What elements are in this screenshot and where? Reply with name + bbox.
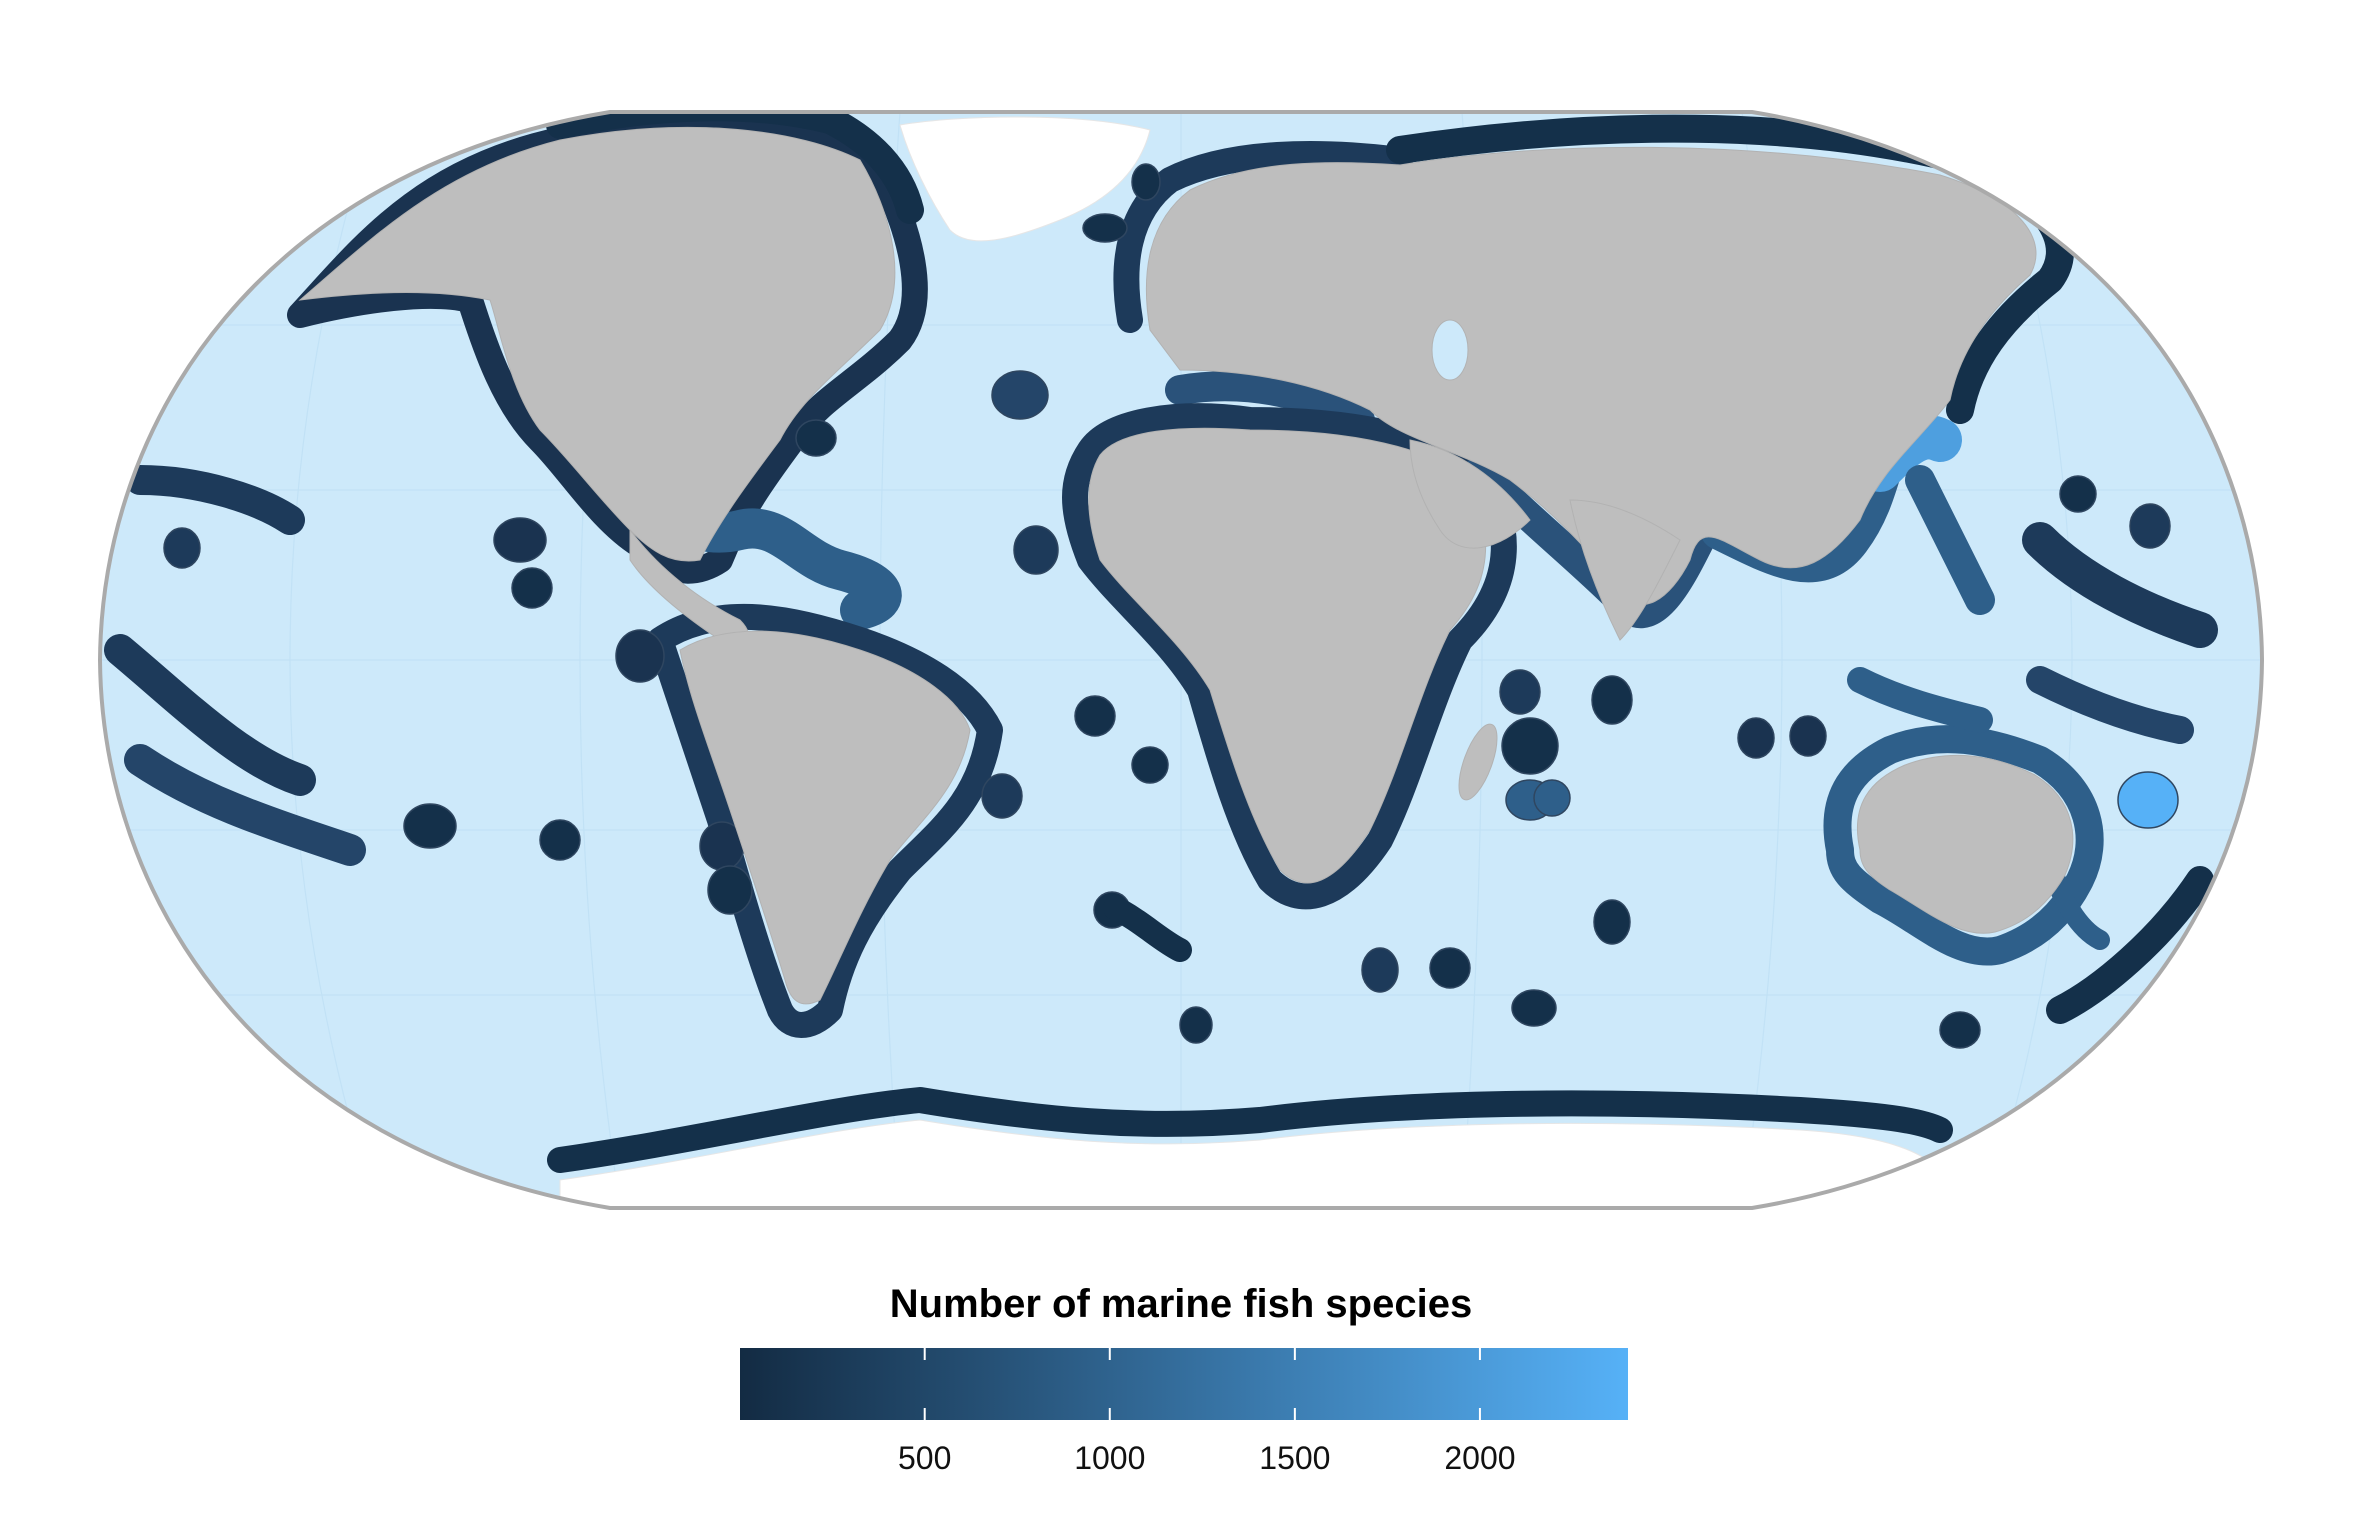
legend-tick-labels: 500 1000 1500 2000 [740, 1440, 1628, 1490]
legend-tick-label: 1000 [1074, 1440, 1146, 1476]
island-species-blobs [104, 163, 2218, 1049]
legend-colorbar [740, 1348, 1628, 1420]
land-masses [298, 116, 2074, 1208]
legend-tick-label: 1500 [1259, 1440, 1331, 1476]
legend-tick-marks [923, 1348, 1481, 1420]
legend-tick-label: 2000 [1444, 1440, 1516, 1476]
legend-title: Number of marine fish species [889, 1282, 1473, 1326]
globe-outline [97, 110, 2265, 1210]
legend-tick-label: 500 [898, 1440, 952, 1476]
